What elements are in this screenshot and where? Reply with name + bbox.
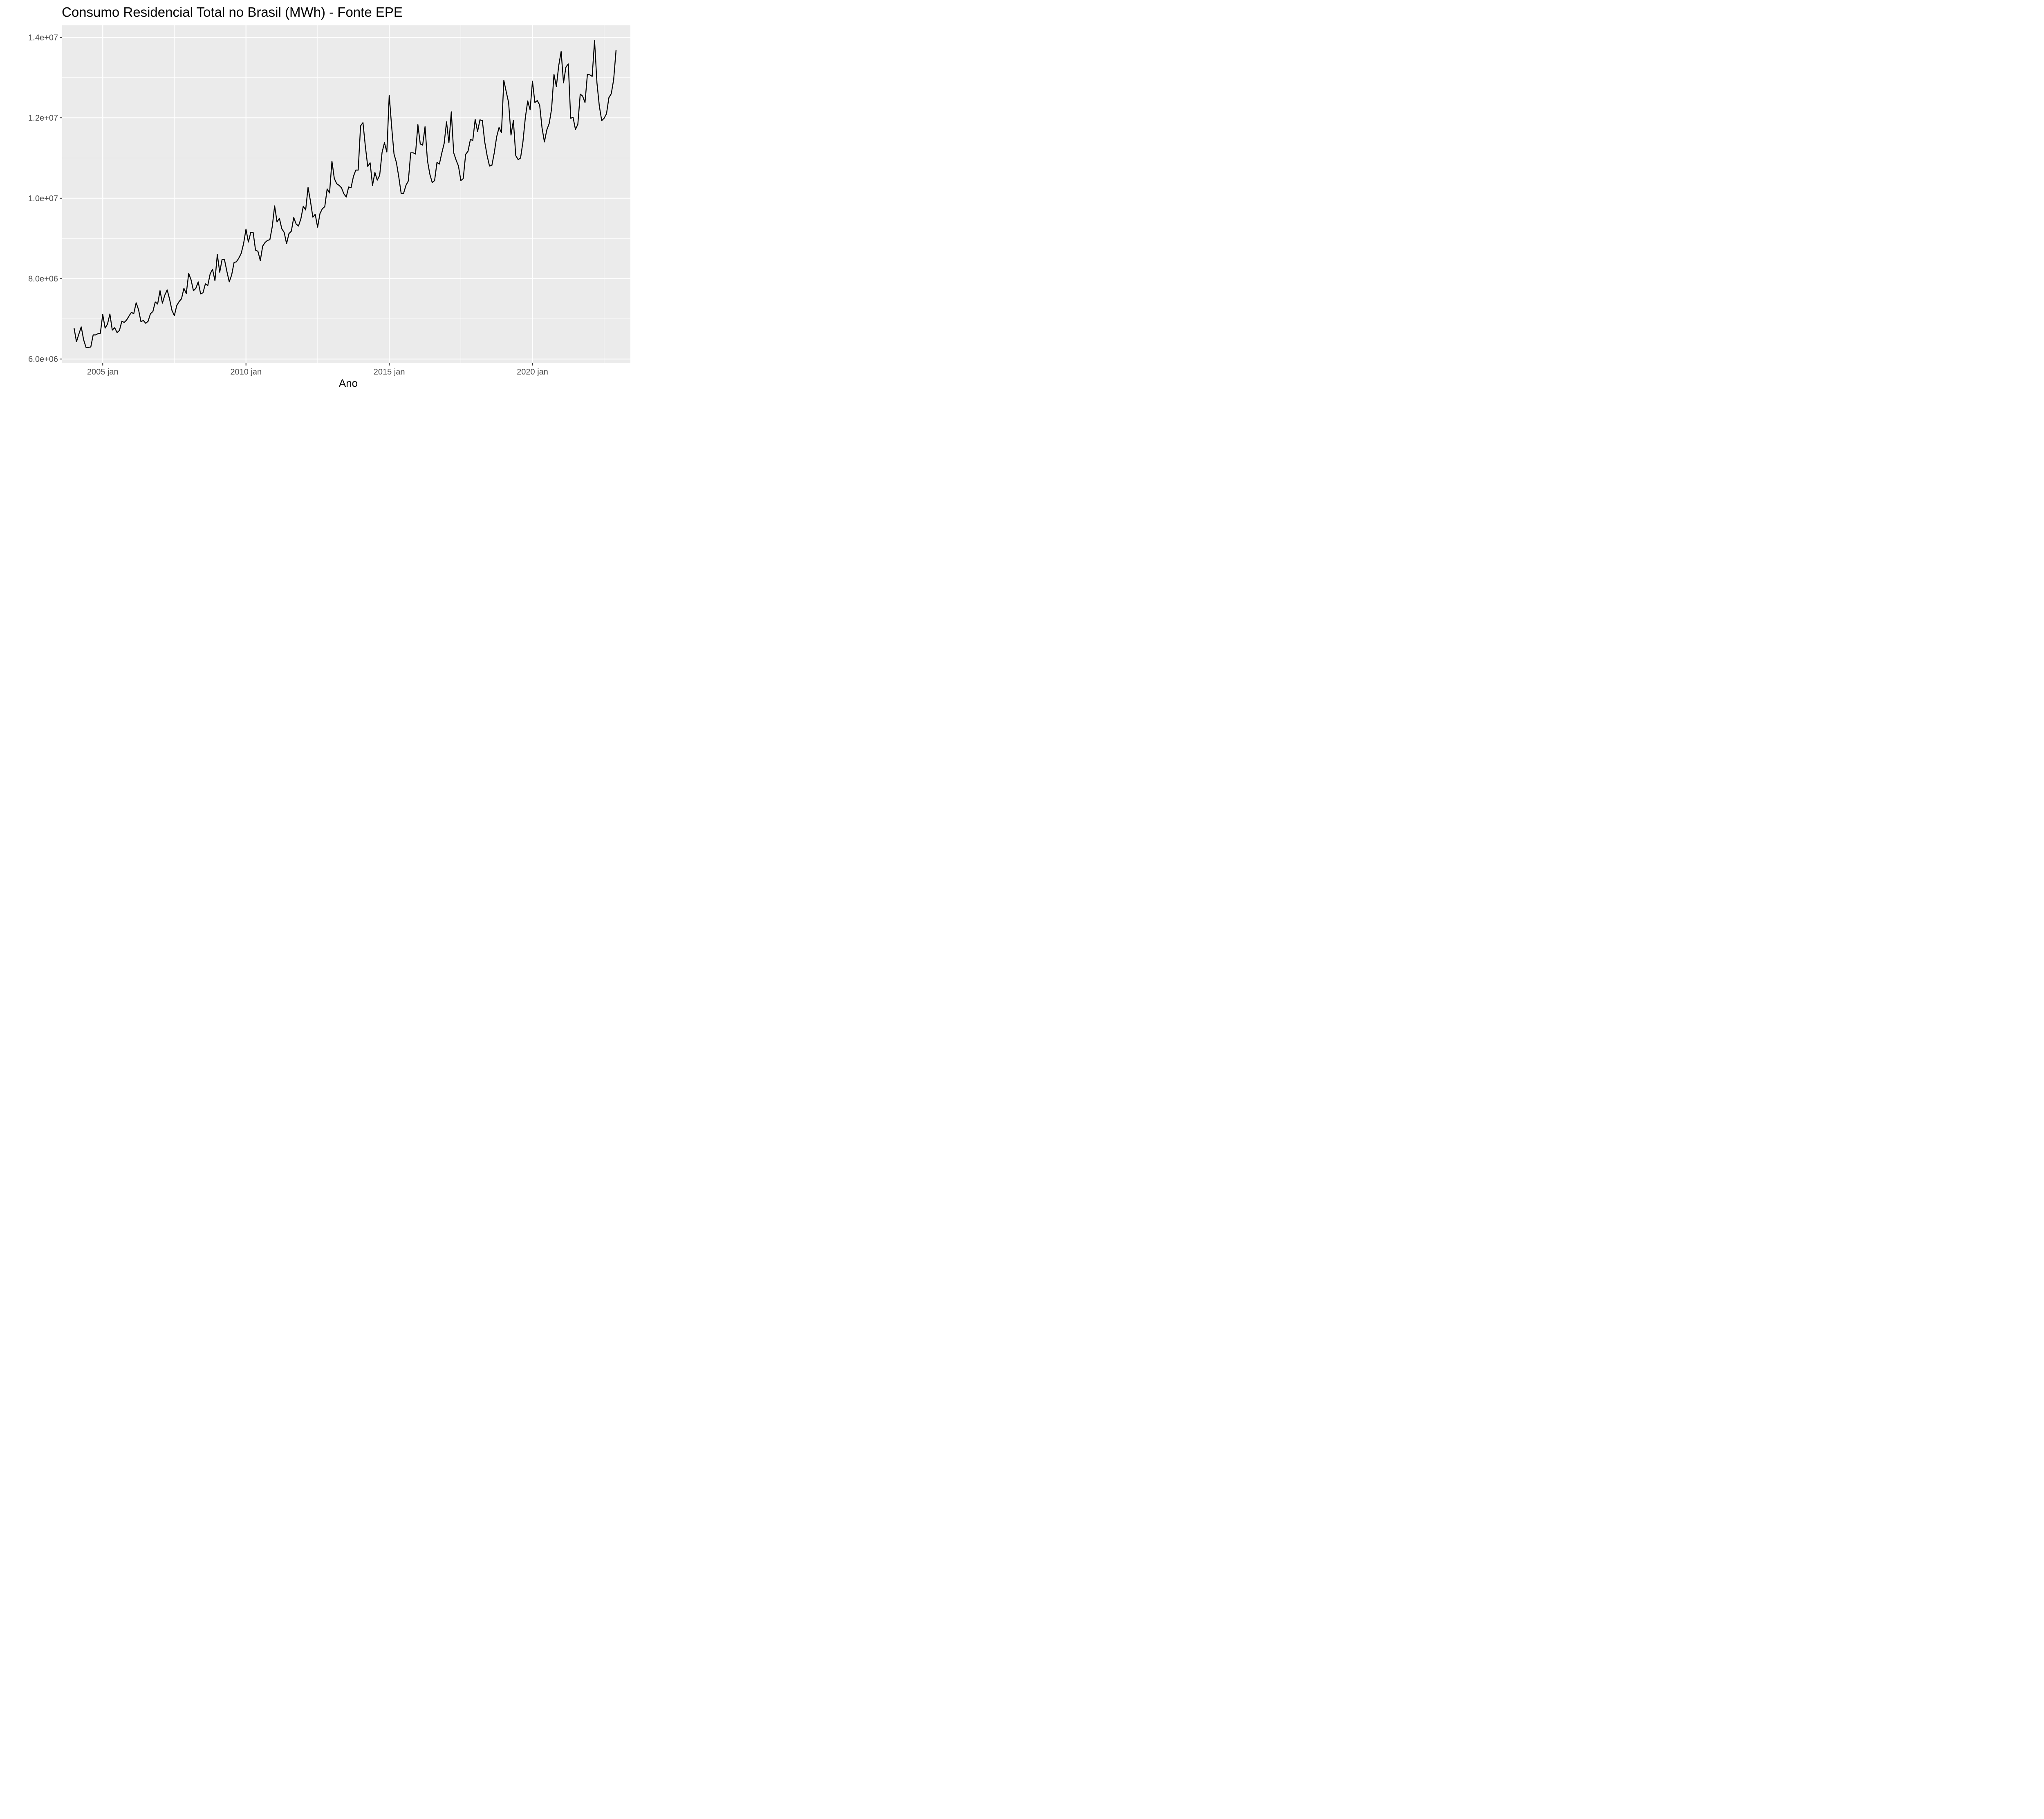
chart-title: Consumo Residencial Total no Brasil (MWh… bbox=[62, 4, 403, 20]
line-chart: Consumo Residencial Total no Brasil (MWh… bbox=[28, 4, 630, 389]
x-tick-label: 2010 jan bbox=[230, 368, 262, 377]
y-tick-label: 6.0e+06 bbox=[28, 355, 58, 364]
y-tick-label: 8.0e+06 bbox=[28, 275, 58, 284]
y-axis: 6.0e+06 8.0e+06 1.0e+07 1.2e+07 1.4e+07 bbox=[28, 34, 62, 364]
series-layer bbox=[74, 40, 617, 348]
y-tick-label: 1.2e+07 bbox=[28, 114, 58, 123]
x-tick-label: 2015 jan bbox=[374, 368, 405, 377]
y-tick-label: 1.0e+07 bbox=[28, 194, 58, 203]
x-tick-label: 2005 jan bbox=[87, 368, 119, 377]
x-tick-label: 2020 jan bbox=[517, 368, 548, 377]
plot-panel bbox=[62, 25, 630, 363]
minor-gridlines bbox=[62, 25, 630, 363]
y-tick-label: 1.4e+07 bbox=[28, 34, 58, 43]
x-axis-title: Ano bbox=[339, 377, 358, 389]
series-line bbox=[74, 40, 617, 348]
major-gridlines bbox=[62, 25, 630, 363]
x-axis: 2005 jan 2010 jan 2015 jan 2020 jan bbox=[87, 363, 548, 377]
